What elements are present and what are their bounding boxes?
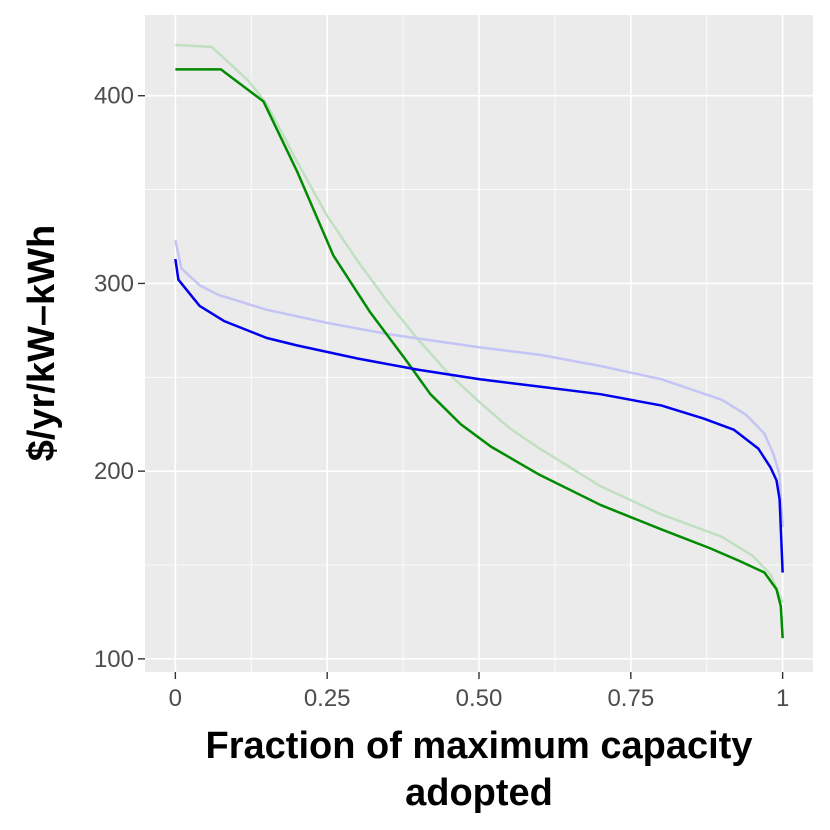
y-tick-label: 300: [94, 270, 134, 297]
x-axis-title: Fraction of maximum capacity: [206, 725, 753, 767]
y-axis-title: $/yr/kW–kWh: [21, 225, 63, 462]
x-tick-label: 1: [776, 685, 789, 712]
y-tick-label: 100: [94, 646, 134, 673]
line: [174, 258, 784, 573]
y-tick-label: 200: [94, 458, 134, 485]
x-tick-label: 0.25: [304, 685, 351, 712]
line: [175, 68, 784, 639]
x-axis-title: adopted: [405, 772, 553, 814]
x-tick-label: 0.75: [607, 685, 654, 712]
line: [174, 239, 784, 528]
x-tick-label: 0.50: [456, 685, 503, 712]
x-tick-label: 0: [169, 685, 182, 712]
y-tick-label: 400: [94, 83, 134, 110]
